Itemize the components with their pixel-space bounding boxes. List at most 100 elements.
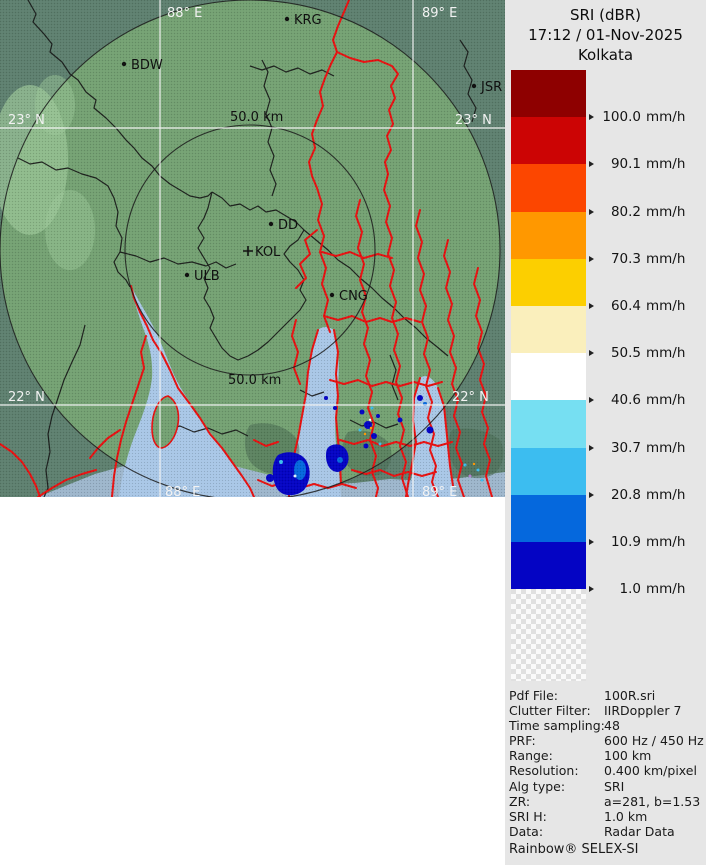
legend-value: 90.1 bbox=[610, 156, 641, 173]
legend-tick-arrow-icon bbox=[589, 303, 594, 309]
metadata-row: Time sampling:48 bbox=[509, 718, 704, 733]
legend-unit: mm/h bbox=[646, 156, 686, 173]
legend-label: 90.1 mm/h bbox=[589, 156, 685, 172]
metadata-label: Range: bbox=[509, 748, 553, 764]
legend-label: 80.2 mm/h bbox=[589, 204, 685, 220]
legend-value: 1.0 bbox=[619, 581, 641, 598]
range-ring-labels: 50.0 km 50.0 km bbox=[228, 110, 283, 388]
legend-unit: mm/h bbox=[646, 486, 686, 503]
metadata-row: Clutter Filter: IIRDoppler 7 bbox=[509, 703, 704, 718]
grid-labels: 88° E 89° E 23° N 23° N 22° N 22° N 88° E 89° E bbox=[8, 6, 492, 497]
legend-unit: mm/h bbox=[646, 439, 686, 456]
legend-value: 70.3 bbox=[610, 250, 641, 267]
legend-tick-arrow-icon bbox=[589, 350, 594, 357]
legend-label: 60.4 mm/h bbox=[589, 298, 685, 314]
metadata-value: 48 bbox=[604, 718, 620, 734]
city-marker-dot-icon bbox=[329, 292, 335, 298]
legend-value: 60.4 bbox=[610, 298, 641, 314]
legend-tick-arrow-icon bbox=[589, 114, 594, 121]
legend-unit: mm/h bbox=[646, 392, 686, 409]
metadata-row: ZR: a=281, b=1.53 bbox=[509, 794, 704, 809]
range-rings bbox=[0, 0, 501, 497]
grid-label: 88° E bbox=[165, 485, 200, 497]
legend-transparent-checkerboard bbox=[511, 589, 586, 681]
product-metadata: Pdf File: 100R.sri Clutter Filter: IIRDoppl… bbox=[509, 688, 704, 839]
grid-label: 88° E bbox=[167, 6, 202, 21]
metadata-value: 1.0 km bbox=[604, 808, 648, 824]
legend-color-block bbox=[511, 258, 586, 306]
legend-value: 100.0 bbox=[602, 109, 641, 126]
city-label: ULB bbox=[194, 269, 220, 284]
legend-value: 80.2 bbox=[610, 203, 641, 220]
legend-unit: mm/h bbox=[646, 109, 686, 126]
legend-value: 10.9 bbox=[610, 534, 641, 550]
grid-label: 23° N bbox=[8, 113, 45, 128]
legend-tick-arrow-icon bbox=[589, 491, 594, 498]
station-name: Kolkata bbox=[577, 46, 634, 64]
legend-color-block bbox=[511, 353, 586, 401]
legend-label: 70.3 mm/h bbox=[589, 251, 685, 267]
metadata-label: Time sampling: bbox=[509, 718, 605, 734]
legend-unit: mm/h bbox=[646, 298, 686, 314]
grid-label: 22° N bbox=[452, 390, 489, 405]
legend-tick-arrow-icon bbox=[589, 539, 594, 545]
metadata-value: 600 Hz / 450 Hz bbox=[604, 733, 704, 749]
legend-tick-arrow-icon bbox=[589, 255, 594, 262]
metadata-label: Resolution: bbox=[509, 763, 579, 779]
city-label: KOL bbox=[255, 245, 281, 260]
product-title: SRI (dBR) bbox=[569, 6, 642, 24]
dither-texture bbox=[0, 0, 505, 497]
city-label: BDW bbox=[131, 58, 163, 73]
metadata-label: PRF: bbox=[509, 733, 536, 749]
legend-tick-arrow-icon bbox=[589, 397, 594, 404]
legend-value: 40.6 bbox=[610, 392, 641, 409]
legend-label: 10.9 mm/h bbox=[589, 534, 685, 550]
radar-map: 88° E 89° E 23° N 23° N 22° N 22° N 88° E 89° E… bbox=[0, 0, 505, 497]
legend-tick-arrow-icon bbox=[589, 208, 594, 215]
legend-color-block bbox=[511, 306, 586, 354]
metadata-value: 100 km bbox=[604, 748, 652, 764]
metadata-label: SRI H: bbox=[509, 808, 547, 824]
legend-label: 100.0 mm/h bbox=[589, 109, 685, 125]
metadata-label: Clutter Filter: bbox=[509, 703, 591, 719]
legend-label: 1.0 mm/h bbox=[589, 581, 685, 597]
legend-color-block bbox=[511, 117, 586, 165]
metadata-value: 0.400 km/pixel bbox=[604, 763, 697, 779]
legend-color-block bbox=[511, 164, 586, 212]
legend-color-block bbox=[511, 542, 586, 590]
metadata-row: Data: Radar Data bbox=[509, 824, 704, 839]
radar-map-svg: 88° E 89° E 23° N 23° N 22° N 22° N 88° E 89° E… bbox=[0, 0, 505, 497]
legend-tick-arrow-icon bbox=[589, 161, 594, 168]
panel-header: SRI (dBR) 17:12 / 01-Nov-2025 Kolkata bbox=[505, 5, 706, 65]
metadata-row: Pdf File: 100R.sri bbox=[509, 688, 704, 703]
legend-value: 30.7 bbox=[610, 439, 641, 456]
range-ring-label: 50.0 km bbox=[230, 110, 283, 125]
grid-label: 89° E bbox=[422, 6, 457, 21]
metadata-value: SRI bbox=[604, 778, 625, 794]
grid-label: 22° N bbox=[8, 390, 45, 405]
range-ring-label: 50.0 km bbox=[228, 373, 281, 388]
city-label: KRG bbox=[294, 13, 322, 28]
legend-unit: mm/h bbox=[646, 250, 686, 267]
metadata-label: ZR: bbox=[509, 793, 531, 809]
legend-value: 50.5 bbox=[610, 345, 641, 362]
legend-value: 20.8 bbox=[610, 486, 641, 503]
legend-color-block bbox=[511, 211, 586, 259]
metadata-value: Radar Data bbox=[604, 823, 675, 839]
legend-tick-arrow-icon bbox=[589, 586, 594, 593]
city-marker-dot-icon bbox=[471, 83, 477, 89]
city-marker-dot-icon bbox=[284, 16, 290, 22]
legend-color-block bbox=[511, 447, 586, 495]
metadata-value: a=281, b=1.53 bbox=[604, 793, 701, 809]
legend-unit: mm/h bbox=[646, 534, 686, 550]
legend-unit: mm/h bbox=[646, 581, 686, 598]
latlon-grid bbox=[0, 0, 505, 497]
product-datetime: 17:12 / 01-Nov-2025 bbox=[528, 26, 683, 44]
radar-site-cross-icon bbox=[243, 246, 253, 256]
city-label: CNG bbox=[339, 289, 368, 304]
legend-label: 20.8 mm/h bbox=[589, 487, 685, 503]
city-label: JSR bbox=[480, 80, 502, 95]
legend-color-block bbox=[511, 494, 586, 542]
metadata-label: Data: bbox=[509, 823, 544, 839]
